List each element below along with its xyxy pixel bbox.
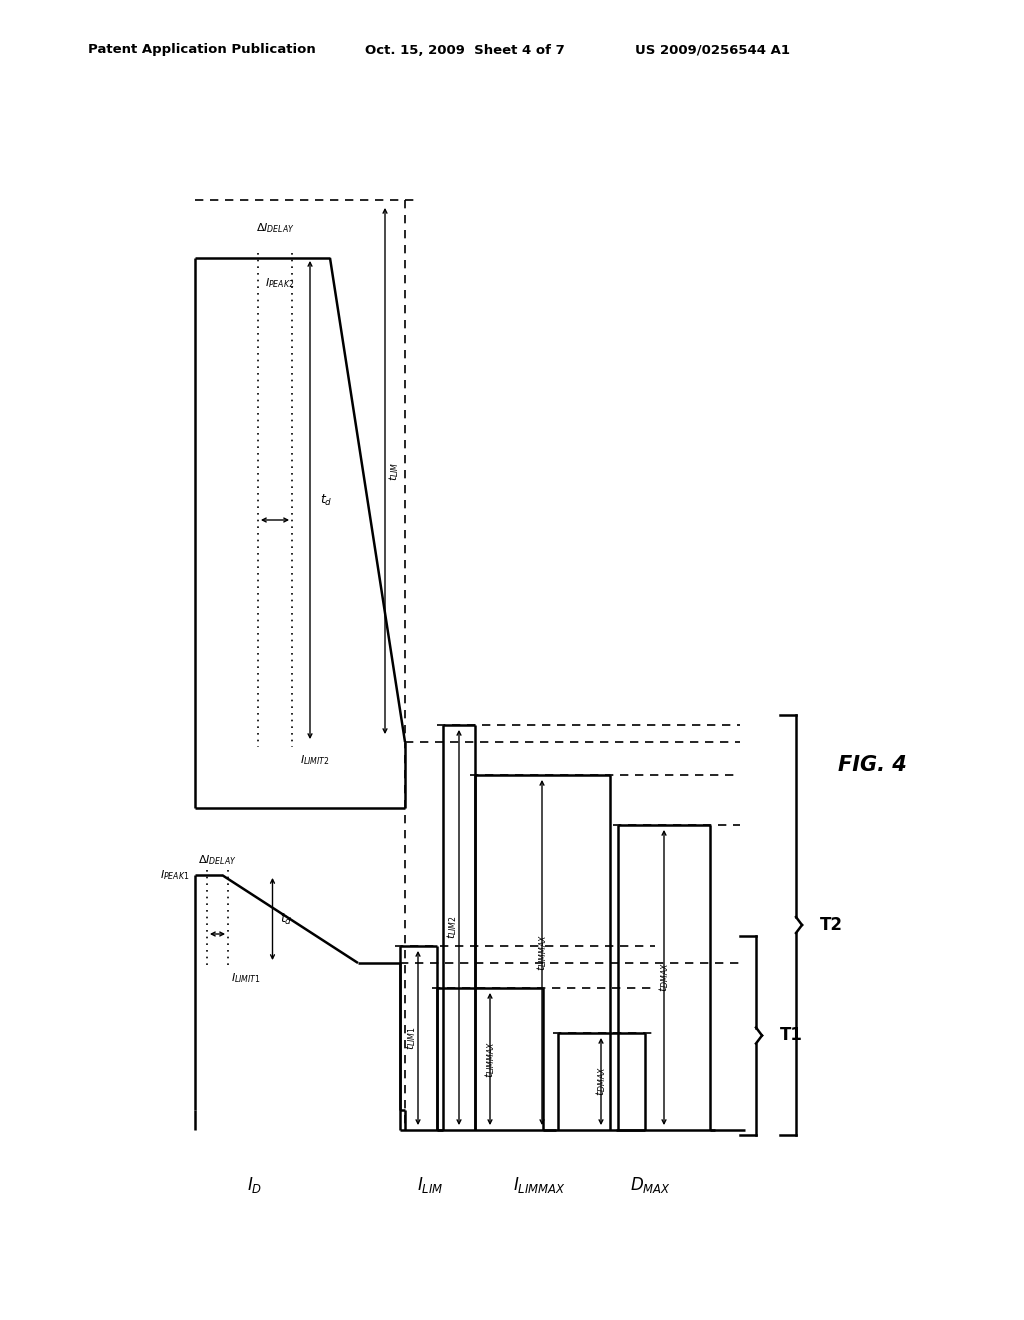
Text: $\Delta I_{DELAY}$: $\Delta I_{DELAY}$	[256, 220, 294, 235]
Text: $t_d$: $t_d$	[281, 911, 293, 927]
Text: $t_{LIMMAX}$: $t_{LIMMAX}$	[483, 1040, 497, 1077]
Text: $t_{LIM}$: $t_{LIM}$	[387, 461, 401, 480]
Text: $t_{DMAX}$: $t_{DMAX}$	[594, 1067, 608, 1096]
Text: $D_{MAX}$: $D_{MAX}$	[630, 1175, 671, 1195]
Text: $t_{LIM1}$: $t_{LIM1}$	[404, 1026, 418, 1049]
Text: $I_{LIM}$: $I_{LIM}$	[417, 1175, 443, 1195]
Text: $I_{LIMMAX}$: $I_{LIMMAX}$	[513, 1175, 566, 1195]
Text: $t_{LIMMAX}$: $t_{LIMMAX}$	[536, 933, 549, 970]
Text: $t_d$: $t_d$	[319, 492, 333, 508]
Text: $I_{PEAK1}$: $I_{PEAK1}$	[161, 869, 190, 882]
Text: T2: T2	[820, 916, 843, 935]
Text: $I_D$: $I_D$	[248, 1175, 262, 1195]
Text: T1: T1	[780, 1026, 803, 1044]
Text: FIG. 4: FIG. 4	[838, 755, 906, 775]
Text: $t_{LIM2}$: $t_{LIM2}$	[445, 915, 459, 939]
Text: Oct. 15, 2009  Sheet 4 of 7: Oct. 15, 2009 Sheet 4 of 7	[365, 44, 565, 57]
Text: $I_{LIMIT1}$: $I_{LIMIT1}$	[231, 972, 261, 985]
Text: Patent Application Publication: Patent Application Publication	[88, 44, 315, 57]
Text: $t_{DMAX}$: $t_{DMAX}$	[657, 962, 671, 991]
Text: $I_{LIMIT2}$: $I_{LIMIT2}$	[300, 754, 330, 767]
Text: $\Delta I_{DELAY}$: $\Delta I_{DELAY}$	[198, 853, 237, 867]
Text: $I_{PEAK2}$: $I_{PEAK2}$	[265, 276, 295, 290]
Text: US 2009/0256544 A1: US 2009/0256544 A1	[635, 44, 790, 57]
